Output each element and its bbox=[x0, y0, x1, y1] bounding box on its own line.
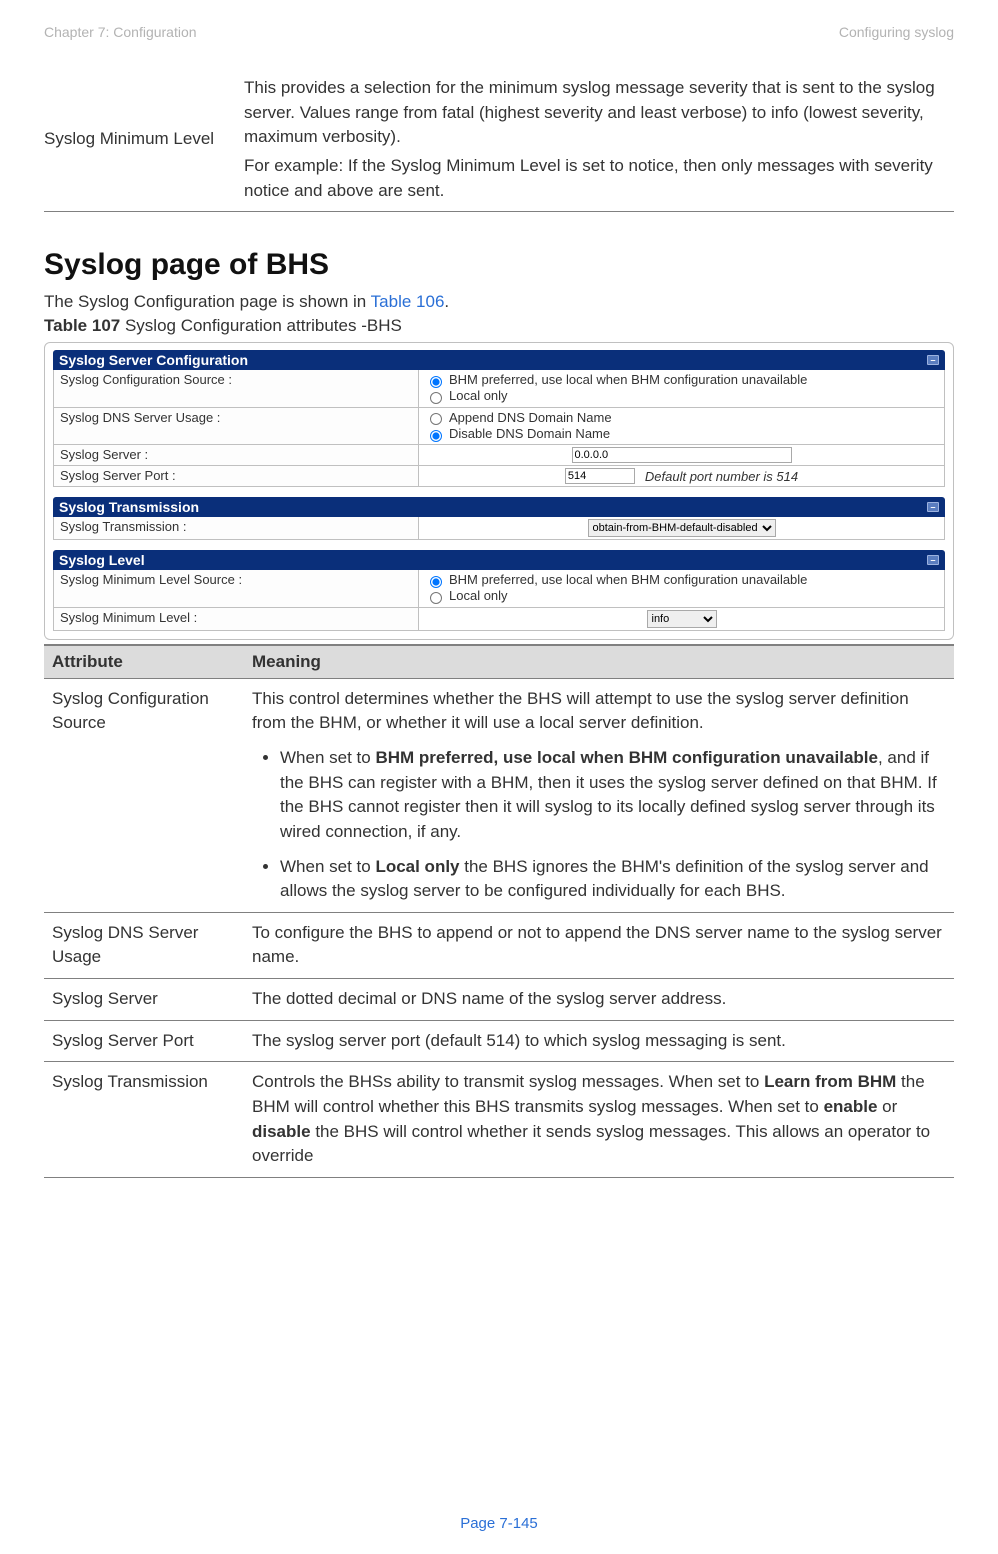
bullet-bold: Local only bbox=[375, 857, 459, 876]
radio-icon[interactable] bbox=[430, 430, 442, 442]
dns-usage-opt-disable[interactable]: Disable DNS Domain Name bbox=[425, 426, 938, 442]
bullet-pre: When set to bbox=[280, 857, 375, 876]
dns-usage-opt-append[interactable]: Append DNS Domain Name bbox=[425, 410, 938, 426]
panel-transmission-header: Syslog Transmission – bbox=[53, 497, 945, 517]
syslog-port-input[interactable] bbox=[565, 468, 635, 484]
dns-usage-label: Syslog DNS Server Usage : bbox=[54, 408, 419, 445]
rich-t4: the BHS will control whether it sends sy… bbox=[252, 1122, 930, 1166]
table-107-bold: Table 107 bbox=[44, 316, 120, 335]
table-row: Syslog DNS Server Usage To configure the… bbox=[44, 912, 954, 978]
min-level-select[interactable]: info bbox=[647, 610, 717, 628]
cfg-source-opt-local[interactable]: Local only bbox=[425, 388, 938, 404]
top-para-1: This provides a selection for the minimu… bbox=[244, 76, 948, 150]
min-level-label: Syslog Minimum Level : bbox=[54, 608, 419, 630]
table-106-link[interactable]: Table 106 bbox=[371, 292, 445, 311]
collapse-icon[interactable]: – bbox=[927, 555, 939, 565]
page-footer: Page 7-145 bbox=[0, 1515, 998, 1532]
panel-level-header: Syslog Level – bbox=[53, 550, 945, 570]
syslog-min-level-row: Syslog Minimum Level This provides a sel… bbox=[44, 68, 954, 212]
bullet-item: When set to BHM preferred, use local whe… bbox=[280, 746, 946, 845]
intro-paragraph: The Syslog Configuration page is shown i… bbox=[44, 292, 954, 312]
radio-icon[interactable] bbox=[430, 592, 442, 604]
level-source-opt-bhm-text: BHM preferred, use local when BHM config… bbox=[449, 572, 807, 588]
table-row: Syslog Transmission Controls the BHSs ab… bbox=[44, 1062, 954, 1178]
bullet-bold: BHM preferred, use local when BHM config… bbox=[375, 748, 878, 767]
cfg-source-opt-bhm[interactable]: BHM preferred, use local when BHM config… bbox=[425, 372, 938, 388]
cfg-source-label: Syslog Configuration Source : bbox=[54, 370, 419, 407]
intro-pre: The Syslog Configuration page is shown i… bbox=[44, 292, 371, 311]
syslog-server-label: Syslog Server : bbox=[54, 445, 419, 465]
col-attribute: Attribute bbox=[44, 645, 244, 679]
attr-name: Syslog Server bbox=[44, 979, 244, 1021]
attr-meaning: This control determines whether the BHS … bbox=[244, 678, 954, 912]
rich-b2: enable bbox=[824, 1097, 878, 1116]
attr-name: Syslog Configuration Source bbox=[44, 678, 244, 912]
panel-level-title: Syslog Level bbox=[59, 552, 145, 568]
panel-level: Syslog Level – Syslog Minimum Level Sour… bbox=[53, 550, 945, 631]
header-chapter: Chapter 7: Configuration bbox=[44, 24, 197, 40]
radio-icon[interactable] bbox=[430, 376, 442, 388]
attributes-table: Attribute Meaning Syslog Configuration S… bbox=[44, 644, 954, 1178]
attr-lead: This control determines whether the BHS … bbox=[252, 689, 909, 733]
attr-meaning: The dotted decimal or DNS name of the sy… bbox=[244, 979, 954, 1021]
intro-post: . bbox=[444, 292, 449, 311]
attr-name: Syslog DNS Server Usage bbox=[44, 912, 244, 978]
table-107-rest: Syslog Configuration attributes -BHS bbox=[120, 316, 402, 335]
collapse-icon[interactable]: – bbox=[927, 502, 939, 512]
panel-server-config-title: Syslog Server Configuration bbox=[59, 352, 248, 368]
radio-icon[interactable] bbox=[430, 576, 442, 588]
dns-usage-opt-append-text: Append DNS Domain Name bbox=[449, 410, 612, 426]
config-screenshot: Syslog Server Configuration – Syslog Con… bbox=[44, 342, 954, 640]
radio-icon[interactable] bbox=[430, 392, 442, 404]
bullet-item: When set to Local only the BHS ignores t… bbox=[280, 855, 946, 904]
bullet-pre: When set to bbox=[280, 748, 375, 767]
level-source-opt-local-text: Local only bbox=[449, 588, 508, 604]
dns-usage-opt-disable-text: Disable DNS Domain Name bbox=[449, 426, 610, 442]
syslog-port-hint: Default port number is 514 bbox=[645, 469, 798, 484]
level-source-opt-local[interactable]: Local only bbox=[425, 588, 938, 604]
table-row: Syslog Configuration Source This control… bbox=[44, 678, 954, 912]
panel-server-config-header: Syslog Server Configuration – bbox=[53, 350, 945, 370]
level-source-label: Syslog Minimum Level Source : bbox=[54, 570, 419, 607]
syslog-port-label: Syslog Server Port : bbox=[54, 466, 419, 486]
table-row: Syslog Server Port The syslog server por… bbox=[44, 1020, 954, 1062]
top-attr-name: Syslog Minimum Level bbox=[44, 68, 244, 212]
level-source-opt-bhm[interactable]: BHM preferred, use local when BHM config… bbox=[425, 572, 938, 588]
rich-b3: disable bbox=[252, 1122, 311, 1141]
collapse-icon[interactable]: – bbox=[927, 355, 939, 365]
attr-meaning: The syslog server port (default 514) to … bbox=[244, 1020, 954, 1062]
rich-t1: Controls the BHSs ability to transmit sy… bbox=[252, 1072, 764, 1091]
rich-t3: or bbox=[877, 1097, 897, 1116]
panel-server-config: Syslog Server Configuration – Syslog Con… bbox=[53, 350, 945, 487]
attr-name: Syslog Server Port bbox=[44, 1020, 244, 1062]
attr-meaning: Controls the BHSs ability to transmit sy… bbox=[244, 1062, 954, 1178]
panel-transmission-title: Syslog Transmission bbox=[59, 499, 199, 515]
header-section: Configuring syslog bbox=[839, 24, 954, 40]
radio-icon[interactable] bbox=[430, 413, 442, 425]
attr-name: Syslog Transmission bbox=[44, 1062, 244, 1178]
section-heading: Syslog page of BHS bbox=[44, 248, 954, 282]
cfg-source-opt-local-text: Local only bbox=[449, 388, 508, 404]
panel-transmission: Syslog Transmission – Syslog Transmissio… bbox=[53, 497, 945, 540]
transmission-select[interactable]: obtain-from-BHM-default-disabled bbox=[588, 519, 776, 537]
transmission-label: Syslog Transmission : bbox=[54, 517, 419, 539]
table-107-label: Table 107 Syslog Configuration attribute… bbox=[44, 316, 954, 336]
attr-meaning: To configure the BHS to append or not to… bbox=[244, 912, 954, 978]
syslog-server-input[interactable] bbox=[572, 447, 792, 463]
col-meaning: Meaning bbox=[244, 645, 954, 679]
top-attr-meaning: This provides a selection for the minimu… bbox=[244, 68, 954, 212]
cfg-source-opt-bhm-text: BHM preferred, use local when BHM config… bbox=[449, 372, 807, 388]
rich-b1: Learn from BHM bbox=[764, 1072, 896, 1091]
table-row: Syslog Server The dotted decimal or DNS … bbox=[44, 979, 954, 1021]
top-para-2: For example: If the Syslog Minimum Level… bbox=[244, 154, 948, 203]
